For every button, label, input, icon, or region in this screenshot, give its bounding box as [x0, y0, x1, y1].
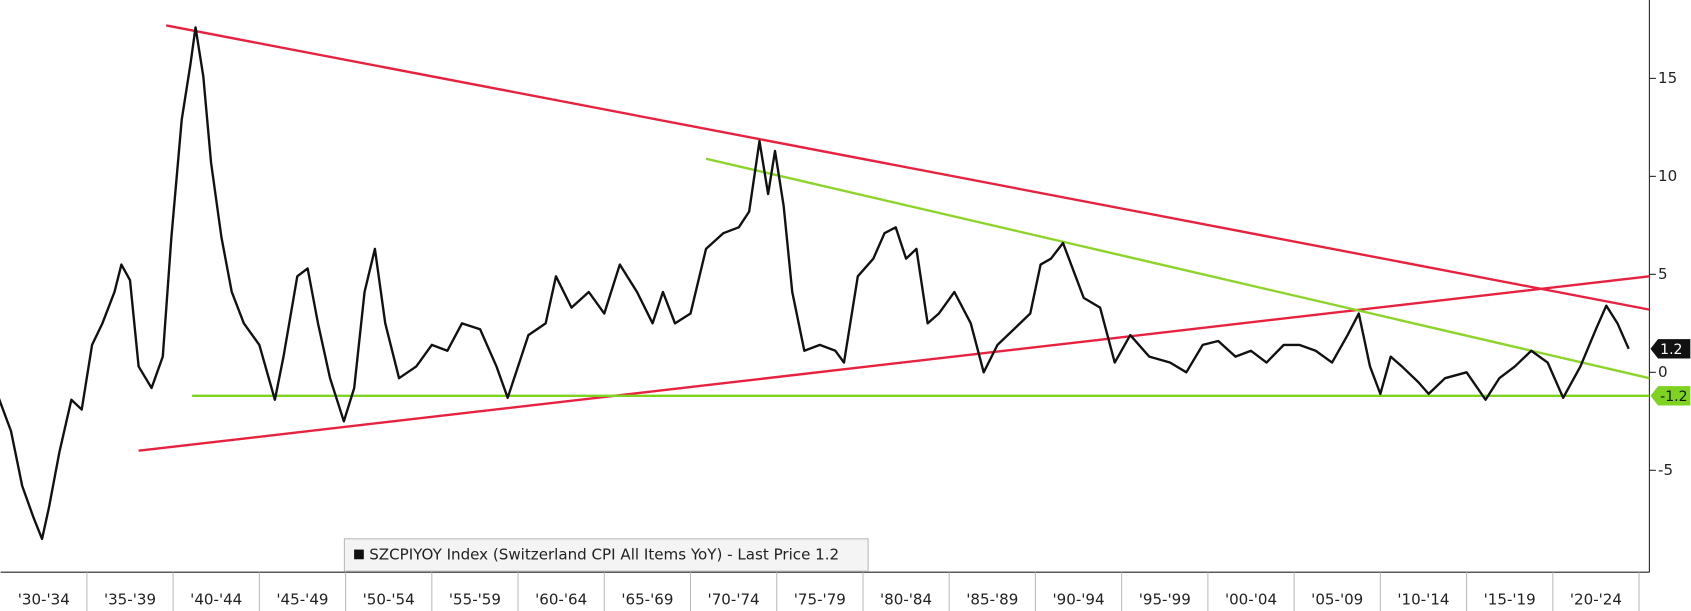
y-tick-label: 0 — [1658, 363, 1668, 381]
x-tick-label: '50-'54 — [363, 591, 415, 609]
value-tag-label: 1.2 — [1660, 342, 1682, 358]
x-tick-label: '65-'69 — [621, 591, 673, 609]
x-tick-label: '85-'89 — [966, 591, 1018, 609]
trendline — [166, 24, 1650, 311]
y-tick-label: 5 — [1658, 265, 1668, 283]
x-tick-label: '35-'39 — [104, 591, 156, 609]
legend-box — [343, 538, 869, 572]
x-tick-label: '70-'74 — [708, 591, 760, 609]
y-tick-label: 15 — [1658, 69, 1677, 87]
trendline — [138, 275, 1650, 452]
x-tick-label: '75-'79 — [794, 591, 846, 609]
value-tag — [1650, 386, 1691, 406]
series-line — [0, 26, 1630, 541]
x-tick-label: '45-'49 — [276, 591, 328, 609]
x-tick-label: '40-'44 — [190, 591, 242, 609]
legend-swatch — [354, 549, 364, 560]
y-tick-label: 10 — [1658, 167, 1677, 185]
x-tick-label: '55-'59 — [449, 591, 501, 609]
value-tag-label: -1.2 — [1660, 389, 1687, 405]
x-tick-label: '05-'09 — [1311, 591, 1363, 609]
legend-label: SZCPIYOY Index (Switzerland CPI All Item… — [369, 545, 839, 563]
x-tick-label: '10-'14 — [1397, 591, 1449, 609]
x-tick-label: '00-'04 — [1225, 591, 1277, 609]
x-tick-label: '90-'94 — [1052, 591, 1104, 609]
x-tick-label: '30-'34 — [18, 591, 70, 609]
trendline — [705, 157, 1650, 380]
x-tick-label: '95-'99 — [1139, 591, 1191, 609]
x-tick-label: '80-'84 — [880, 591, 932, 609]
y-tick-label: -5 — [1658, 461, 1673, 479]
x-tick-label: '15-'19 — [1484, 591, 1536, 609]
x-tick-label: '20-'24 — [1570, 591, 1622, 609]
legend: SZCPIYOY Index (Switzerland CPI All Item… — [343, 538, 869, 572]
x-tick-label: '60-'64 — [535, 591, 587, 609]
value-tag — [1650, 339, 1691, 359]
